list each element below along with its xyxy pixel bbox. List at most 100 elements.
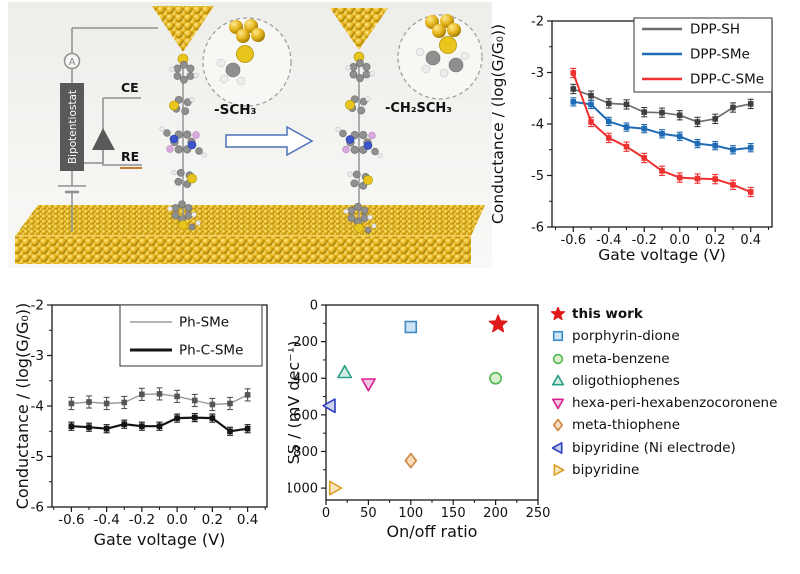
series-Ph-C-SMe [68,413,251,436]
x-axis-label: On/off ratio [387,522,478,541]
molecule-junction-right [335,51,383,234]
scatter-points [322,314,508,496]
x-tick-label: -0.4 [596,233,621,248]
ph-gate-sweep-svg: -0.6 -0.4 -0.2 0.0 0.2 0.4 -2 -3 -4 -5 -6 Gate volt… [13,298,268,549]
schematic-svg: A Bipotentiostat CE RE -SCH₃ -CH₂SCH₃ [8,2,492,268]
gold-tip-left [152,6,214,52]
molecule-junction-left [159,53,207,231]
molecular-junctions [159,51,383,234]
x-tick-label: -0.2 [632,233,657,248]
x-tick-label: 250 [526,506,551,521]
point-bipyridine [328,480,343,496]
point-this-work [488,314,508,333]
y-tick-label: -5 [31,449,44,465]
x-tick-label: -0.4 [93,512,119,528]
legend-label: Ph-C-SMe [179,343,243,359]
legend-item-meta-benzene: meta-benzene [549,351,799,367]
x-tick-label: 100 [398,506,423,521]
bipotentiostat-label: Bipotentiostat [67,90,79,164]
re-wire [102,150,120,166]
y-tick-label: -2 [531,15,544,30]
point-bipyridine-ni-electrode- [322,398,336,414]
dpp-gate-sweep-svg: -0.6 -0.4 -0.2 0.0 0.2 0.4 -2 -3 -4 -5 -6 Gate volt… [489,15,773,264]
square-marker-icon [549,329,567,343]
x-tick-label: 0.0 [669,233,690,248]
diamond-marker-icon [549,418,567,432]
legend-label: DPP-SMe [690,47,750,63]
legend-item-oligothiophenes: oligothiophenes [549,373,799,389]
series-DPP-SMe [570,97,754,155]
y-tick-label: 400 [293,372,318,387]
reference-electrode-label: RE [121,149,139,164]
anchor-inset-right [397,14,483,100]
ss-vs-onoff-svg: 0 50 100 150 200 250 0 200 400 600 800 1000 On/off r… [284,299,551,542]
legend-item-hexa-peri-hexabenzocoronene: hexa-peri-hexabenzocoronene [549,395,799,411]
legend-item-bipyridine: bipyridine [549,462,799,478]
y-tick-label: -2 [31,298,44,314]
chart-legend: DPP-SH DPP-SMe DPP-C-SMe [633,17,773,93]
series-Ph-SMe [68,387,251,412]
star-icon [549,306,567,321]
x-axis-label: Gate voltage (V) [598,246,726,264]
legend-item-porphyrin-dione: porphyrin-dione [549,328,799,344]
chart-legend: Ph-SMe Ph-C-SMe [119,304,263,367]
y-tick-label: -6 [531,221,544,236]
carbon-atom [425,50,441,66]
ammeter-label: A [69,57,76,68]
axes: -0.6 -0.4 -0.2 0.0 0.2 0.4 -2 -3 -4 -5 -6 [531,15,773,248]
triangle-down-marker-icon [549,396,567,410]
axes: -0.6 -0.4 -0.2 0.0 0.2 0.4 -2 -3 -4 -5 -6 [31,298,268,528]
experimental-setup-illustration: A Bipotentiostat CE RE -SCH₃ -CH₂SCH₃ [8,2,492,274]
x-tick-label: 150 [441,506,466,521]
point-hexa-peri-hexabenzocoronene [361,378,376,392]
legend-label: DPP-C-SMe [690,72,764,88]
axes: 0 50 100 150 200 250 0 200 400 600 800 1000 [285,299,551,522]
counter-electrode-label: CE [121,80,139,95]
left-anchor-label: -SCH₃ [214,102,257,118]
x-tick-label: 0.2 [705,233,726,248]
y-tick-label: 600 [293,408,318,423]
carbon-atom [448,57,464,73]
circle-marker-icon [549,352,567,366]
x-tick-label: 0 [322,506,330,521]
sulfur-atom [439,36,457,54]
sulfur-atom [236,45,254,63]
x-tick-label: 0.4 [740,233,761,248]
y-tick-label: 200 [293,335,318,350]
triangle-left-marker-icon [549,441,567,455]
gold-substrate [15,205,485,264]
ph-conductance-chart: -0.6 -0.4 -0.2 0.0 0.2 0.4 -2 -3 -4 -5 -6 Gate volt… [13,288,293,574]
x-tick-label: 200 [483,506,508,521]
y-axis-label: Conductance / (log(G/G₀)) [15,303,32,510]
legend-label: DPP-SH [690,22,740,38]
x-tick-label: 0.4 [237,512,258,528]
y-tick-label: -4 [531,118,544,133]
gold-tip-right [330,8,388,50]
anchor-inset-left [202,17,292,107]
y-axis-label: SS / (mV dec⁻¹) [288,341,303,465]
point-meta-benzene [489,371,502,385]
triangle-right-marker-icon [549,463,567,477]
point-porphyrin-dione [404,320,418,334]
ss-onoff-scatter-chart: 0 50 100 150 200 250 0 200 400 600 800 1000 On/off r… [284,288,560,574]
dpp-conductance-chart: -0.6 -0.4 -0.2 0.0 0.2 0.4 -2 -3 -4 -5 -6 Gate volt… [488,2,800,278]
x-tick-label: 50 [360,506,377,521]
x-tick-label: -0.6 [561,233,586,248]
y-tick-label: -3 [531,66,544,81]
legend-item-this-work: this work [549,306,799,322]
y-tick-label: -6 [31,500,44,516]
reaction-arrow [225,125,314,157]
y-tick-label: -5 [531,169,544,184]
legend-label: Ph-SMe [179,315,229,331]
y-tick-label: -3 [31,348,44,364]
legend-item-bipyridine-ni: bipyridine (Ni electrode) [549,440,799,456]
series-DPP-C-SMe [570,67,754,198]
bipotentiostat-box [60,83,84,171]
x-tick-label: 0.0 [166,512,187,528]
x-tick-label: -0.2 [129,512,155,528]
y-tick-label: -4 [31,399,44,415]
x-tick-label: 0.2 [202,512,223,528]
point-meta-thiophene [404,452,418,469]
series-DPP-SH [570,83,754,128]
